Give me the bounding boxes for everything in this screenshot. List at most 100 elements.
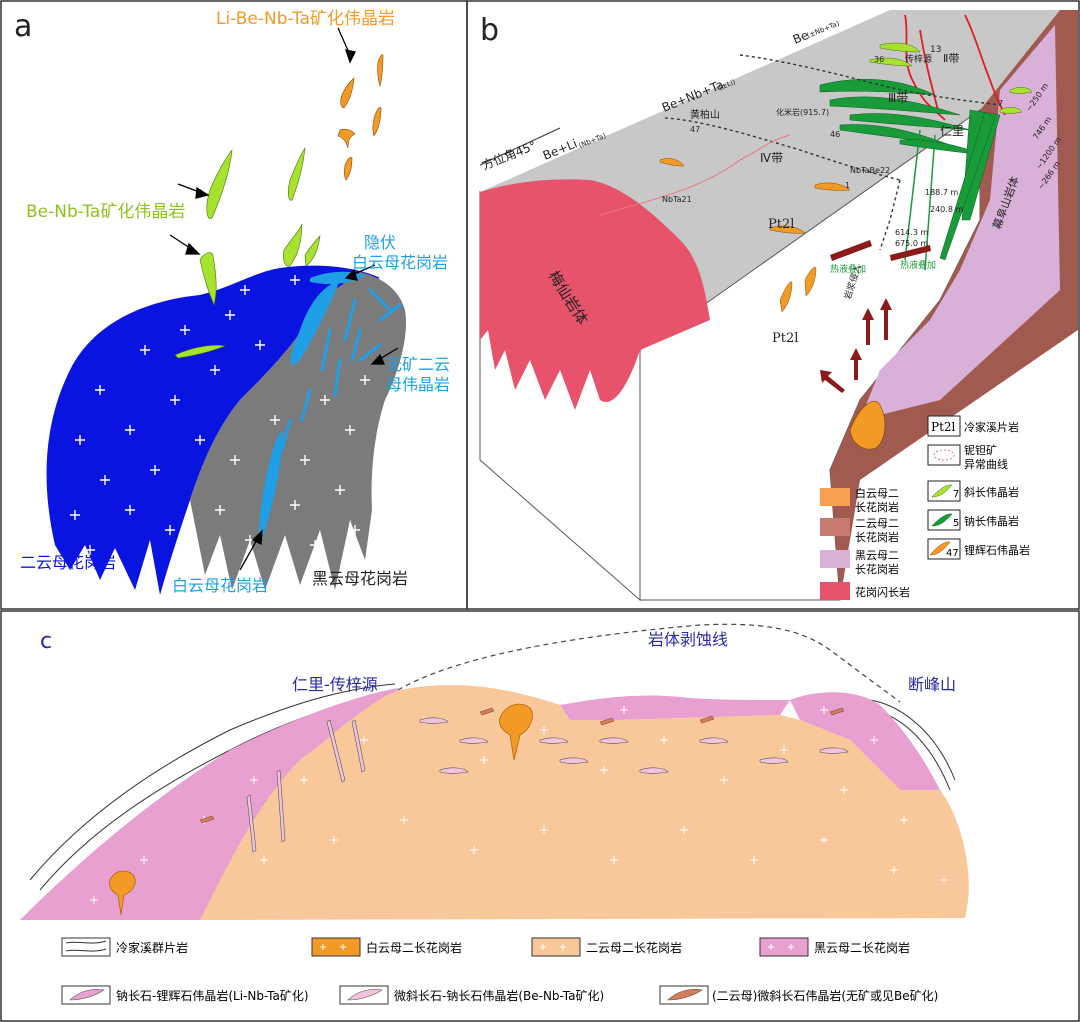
- legend-c-0-swatch: [65, 940, 107, 952]
- zone3-label: Ⅲ带: [888, 91, 908, 105]
- depth-4: 675.0 m: [895, 239, 928, 248]
- meixian-granodiorite: [480, 179, 710, 410]
- panel-a-letter: a: [14, 9, 32, 44]
- panel-b-rock-legend: 白云母二 长花岗岩 二云母二 长花岗岩 黑云母二 长花岗岩 花岗闪长岩: [820, 486, 910, 600]
- pt-top-label: Pt2l: [768, 217, 794, 232]
- legend-spod-text: 锂辉石伟晶岩: [964, 543, 1030, 557]
- huamiyan-label: 化米岩(915.7): [776, 107, 829, 117]
- renli-label: 仁里: [940, 124, 964, 138]
- panel-a-arrows: [169, 27, 399, 571]
- legend-c-0-box: [61, 937, 111, 957]
- legend-c-2-swatch: [531, 937, 581, 957]
- legend-c-3-text: 黑云母二长花岗岩: [814, 940, 910, 955]
- legend-rock-3-l1: 花岗闪长岩: [855, 585, 910, 599]
- legend-albite-swatch: [931, 513, 953, 527]
- legend-anomaly-2: 异常曲线: [964, 457, 1008, 471]
- two-mica-label: 二云母花岗岩: [20, 553, 116, 572]
- muscovite-vein-upper: [290, 280, 340, 365]
- depth-2: 240.8 m: [930, 205, 963, 214]
- legend-rock-1-swatch: [820, 518, 850, 536]
- nbta21-label: NbTa21: [662, 195, 692, 204]
- legend-anomaly-box: [927, 444, 961, 466]
- legend-rock-2-l1: 黑云母二: [855, 549, 899, 562]
- hydro-1: 热液叠加: [830, 263, 866, 275]
- barren-label-2: 母伟晶岩: [386, 375, 450, 394]
- legend-plag-num: 7: [953, 489, 959, 500]
- concealed-label-2: 白云母花岗岩: [352, 253, 448, 272]
- num-36: 36: [874, 55, 884, 64]
- muscovite-label: 白云母花岗岩: [172, 576, 268, 595]
- legend-c-5-swatch: [347, 989, 383, 1001]
- legend-plag-text: 斜长伟晶岩: [964, 485, 1019, 499]
- muscovite-vein-lower: [259, 431, 283, 541]
- biotite-granite-c-right: [790, 692, 940, 790]
- panel-c-letter: c: [40, 629, 52, 654]
- num-46: 46: [830, 130, 840, 139]
- legend-spod-num: 47: [946, 548, 959, 559]
- zone-boundaries: [664, 54, 1001, 251]
- concealed-label-1: 隐伏: [364, 233, 396, 252]
- li-be-nb-ta-pegmatites: [337, 54, 384, 181]
- c-crosses: [90, 706, 948, 904]
- legend-c-1-swatch: [311, 937, 361, 957]
- duanfeng-label: 断峰山: [908, 675, 956, 694]
- legend-c-2-text: 二云母二长花岗岩: [586, 940, 682, 955]
- legend-rock-1-l2: 长花岗岩: [855, 530, 899, 544]
- num-47: 47: [690, 125, 700, 134]
- biotite-label: 黑云母花岗岩: [312, 569, 408, 588]
- legend-c-6-text: (二云母)微斜长石伟晶岩(无矿或见Be矿化): [712, 988, 938, 1003]
- renli-c-label: 仁里-传梓源: [292, 675, 378, 694]
- erosion-line: [397, 623, 901, 703]
- erosion-label: 岩体剥蚀线: [648, 630, 728, 649]
- be-nb-ta-pegmatites: [174, 146, 321, 359]
- legend-anomaly-ellipse: [933, 449, 955, 461]
- legend-c-4-swatch: [69, 989, 105, 1001]
- depth-1: 188.7 m: [925, 188, 958, 197]
- be-nb-ta-label: Be-Nb-Ta矿化伟晶岩: [26, 202, 185, 222]
- num-1: 1: [845, 181, 850, 190]
- panel-c: c: [20, 623, 969, 1005]
- legend-albite-text: 钠长伟晶岩: [964, 514, 1019, 528]
- legend-c-0-text: 冷家溪群片岩: [116, 940, 188, 955]
- nbta-anomaly-curve: [599, 134, 791, 216]
- legend-pt-box: [927, 415, 961, 437]
- legend-c-4-text: 钠长石-锂辉石伟晶岩(Li-Nb-Ta矿化): [116, 988, 309, 1003]
- legend-albite-num: 5: [953, 518, 959, 529]
- li-be-nb-ta-label: Li-Be-Nb-Ta矿化伟晶岩: [216, 9, 395, 29]
- hydro-2: 热液叠加: [900, 259, 936, 271]
- hydro-arrows: [820, 240, 931, 393]
- panel-b-letter: b: [480, 13, 499, 48]
- zone-be: Be: [791, 28, 811, 47]
- biotite-granite-c-top: [560, 695, 790, 720]
- barren-label-1: 无矿二云: [386, 355, 450, 374]
- legend-c-3-swatch: [759, 937, 809, 957]
- barren-veinlets: [280, 288, 402, 452]
- pt-front-label: Pt2l: [772, 331, 798, 346]
- legend-plag-swatch: [931, 484, 953, 498]
- legend-c-1-text: 白云母二长花岗岩: [366, 940, 462, 955]
- legend-rock-0-swatch: [820, 488, 850, 506]
- spodumene-pegmatites: [659, 158, 851, 313]
- biotite-crosses: [215, 375, 370, 550]
- panel-c-frame: [0, 610, 1080, 1022]
- panel-b-frame: [466, 0, 1080, 610]
- panel-a: a: [14, 9, 450, 595]
- albite-pegmatites: [819, 79, 1001, 261]
- nbtabe-label: NbTaBe22: [850, 166, 890, 175]
- c-pegmatites: [246, 717, 849, 853]
- legend-rock-2-l2: 长花岗岩: [855, 562, 899, 576]
- muscovite-knob: [849, 400, 886, 450]
- depth-3: 614.3 m: [895, 228, 928, 237]
- legend-rock-3-swatch: [820, 582, 850, 600]
- legend-rock-1-l1: 二云母二: [855, 517, 899, 530]
- panel-b-legend: Pt2l 冷家溪片岩 铌钽矿 异常曲线 7 斜长伟晶岩 5 钠长伟晶岩 47 锂…: [927, 415, 1030, 560]
- chuanzy-label: 传梓源: [905, 53, 932, 65]
- panel-c-legend: 冷家溪群片岩 白云母二长花岗岩 二云母二长花岗岩 黑云母二长花岗岩 钠长石-锂辉…: [61, 937, 938, 1005]
- zone2-num: 13: [930, 45, 941, 55]
- c-barren-pegmatites: [199, 707, 845, 824]
- two-mica-crosses: [70, 275, 300, 555]
- muscovite-cupola-1: [499, 703, 533, 761]
- legend-spod-swatch: [929, 541, 951, 556]
- huangbaishan-label: 黄柏山: [690, 108, 720, 121]
